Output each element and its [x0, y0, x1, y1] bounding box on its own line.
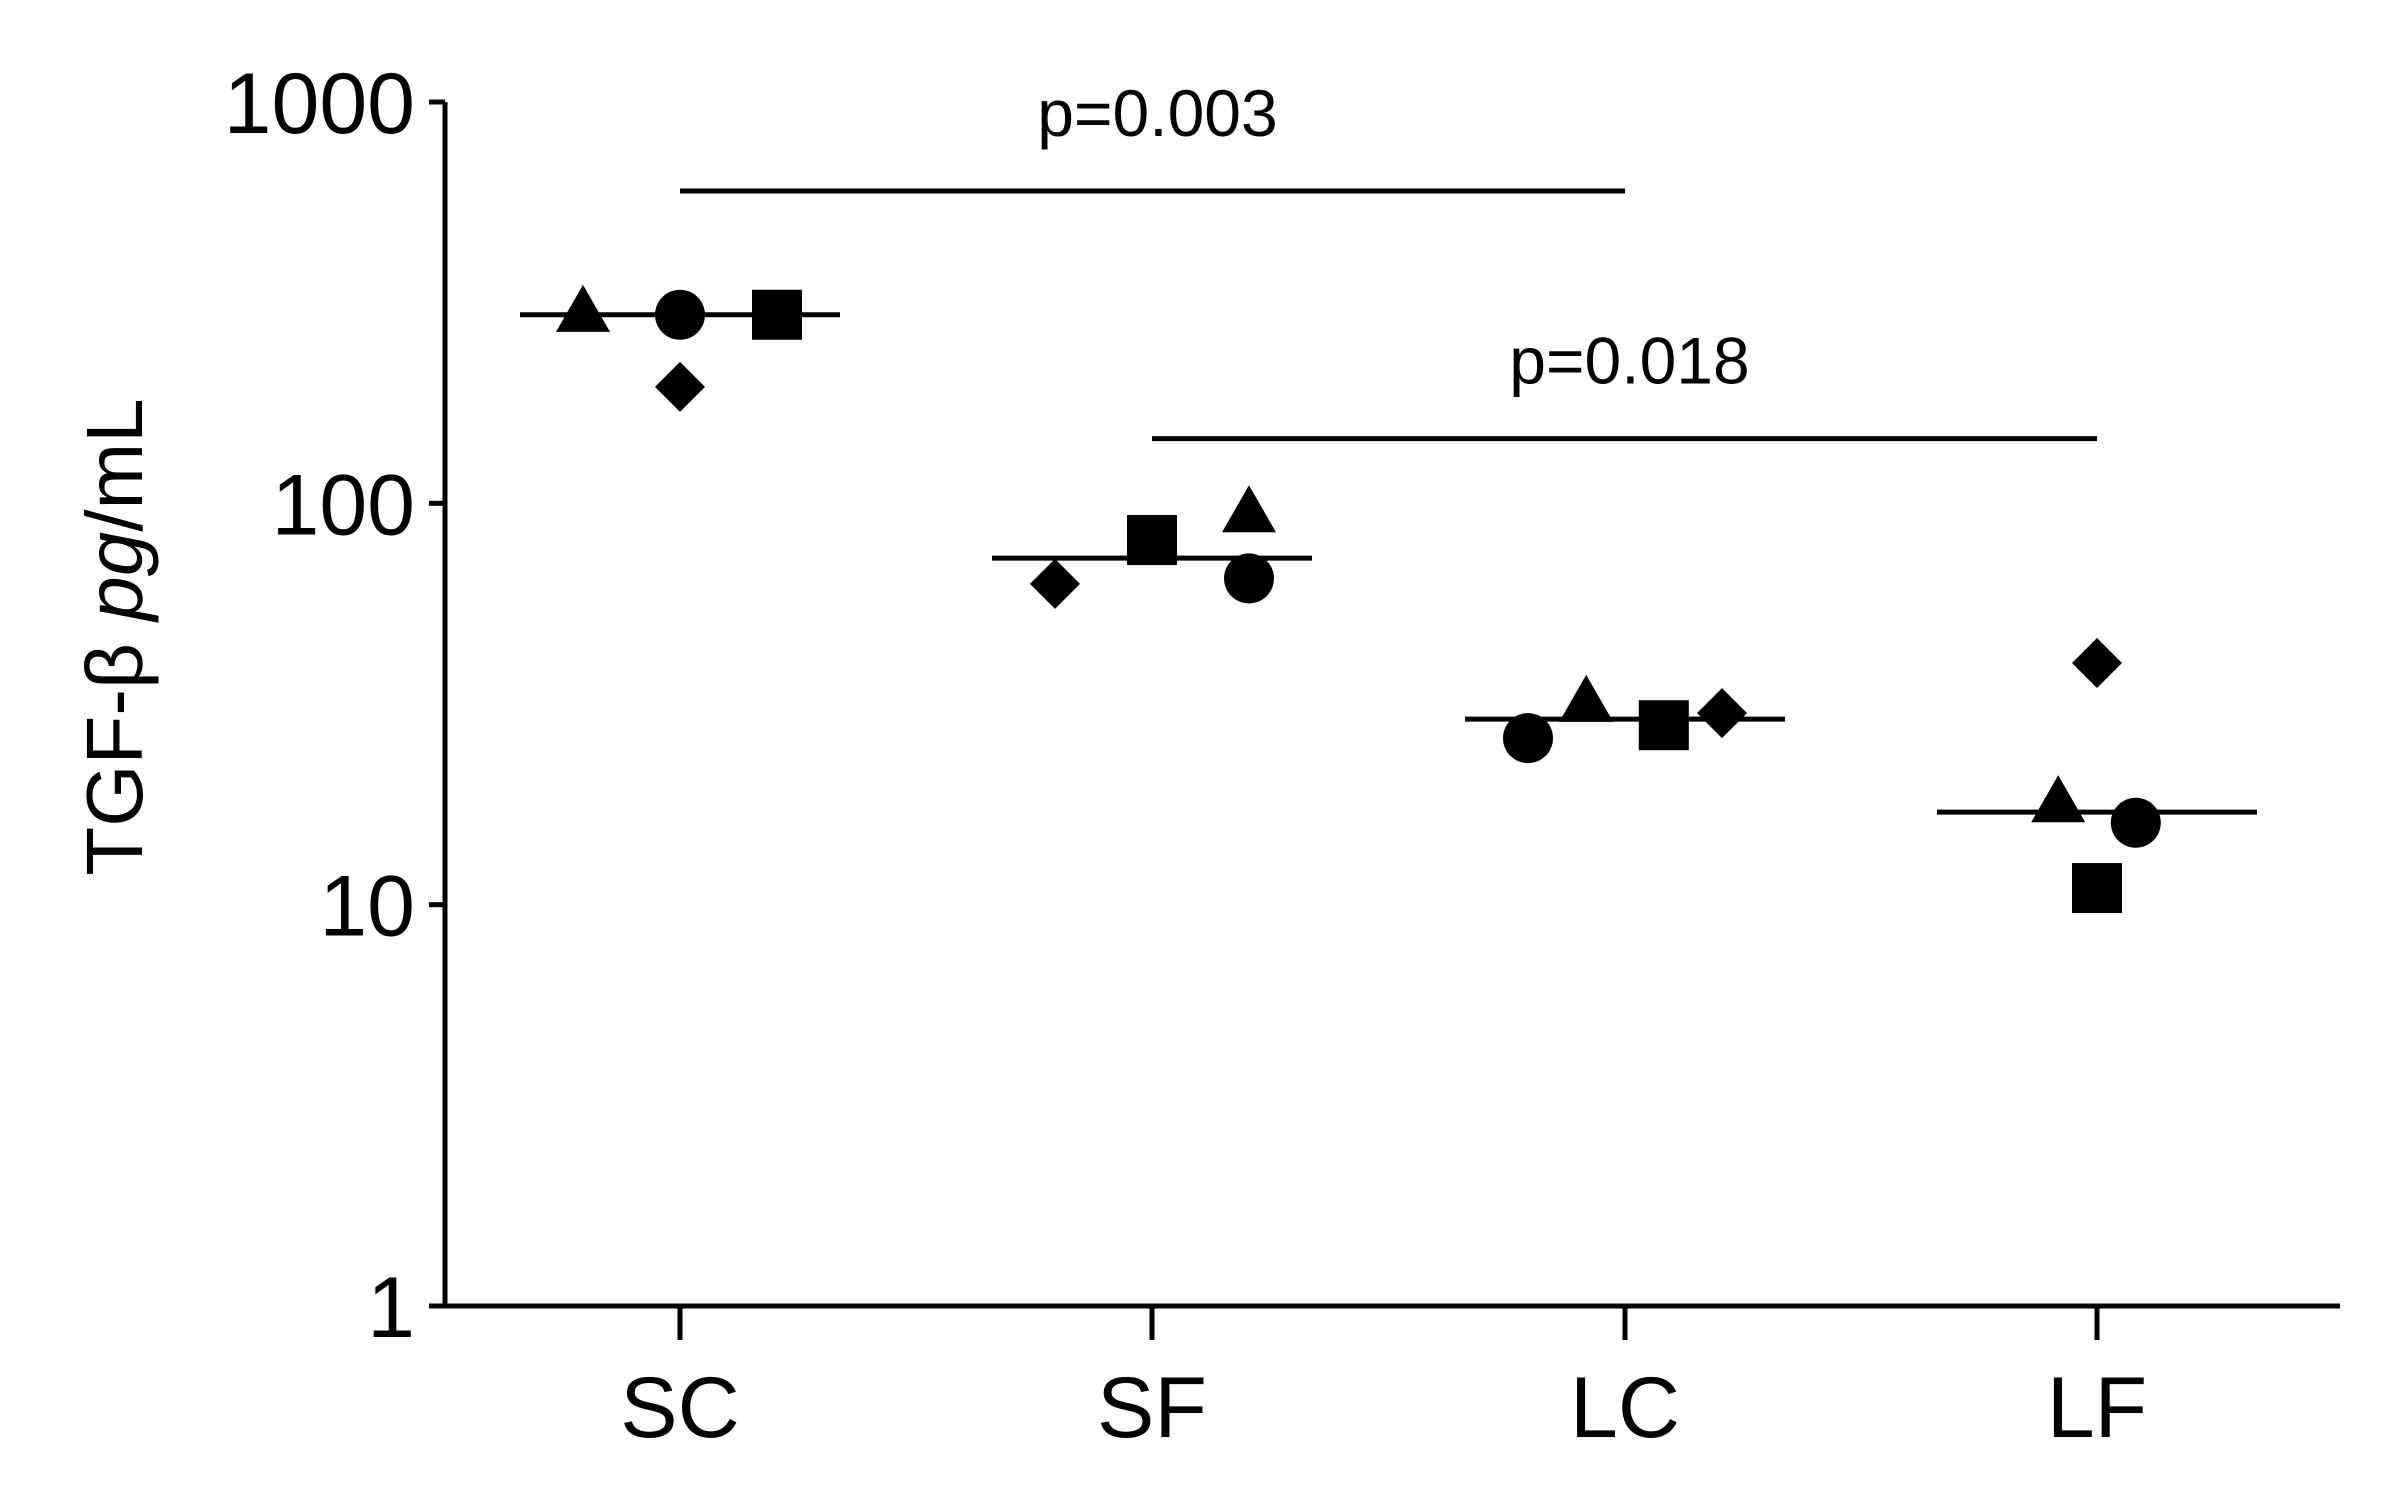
axes-group — [440, 102, 2340, 1309]
y-tick-label: 100 — [272, 457, 416, 553]
data-point-square-lf — [2072, 863, 2122, 914]
y-tick-label: 10 — [319, 859, 415, 955]
data-point-triangle-lf — [2031, 775, 2086, 823]
y-tick-label: 1000 — [224, 56, 415, 152]
y-axis-title: TGF-β pg/mL — [70, 398, 159, 875]
data-point-circle-lc — [1503, 713, 1553, 764]
data-point-diamond-lf — [2072, 638, 2122, 689]
median-lines-group — [520, 312, 2257, 815]
x-category-label: LC — [1570, 1360, 1680, 1456]
y-tick-label: 1 — [367, 1260, 415, 1356]
data-point-circle-sc — [655, 289, 705, 340]
y-axis-title-suffix: /mL — [70, 398, 159, 531]
data-point-circle-sf — [1224, 553, 1274, 604]
x-ticks-group: SC SF LC LF — [620, 1306, 2147, 1456]
data-point-triangle-lc — [1559, 674, 1614, 722]
data-point-diamond-sf — [1030, 558, 1080, 609]
data-point-square-lc — [1638, 700, 1689, 751]
data-points-group — [556, 284, 2161, 914]
y-ticks-group: 1 10 100 1000 — [224, 56, 445, 1356]
data-point-triangle-sc — [556, 284, 610, 332]
p-value-label: p=0.003 — [1037, 76, 1277, 150]
p-value-label: p=0.018 — [1509, 324, 1749, 398]
data-point-square-sf — [1127, 515, 1177, 566]
data-point-diamond-sc — [655, 361, 705, 412]
data-point-diamond-lc — [1697, 688, 1747, 739]
data-point-square-sc — [752, 289, 802, 340]
data-point-triangle-sf — [1222, 485, 1276, 533]
x-category-label: SC — [620, 1360, 739, 1456]
y-axis-title-prefix: TGF-β — [70, 621, 159, 876]
significance-annotations-group: p=0.003 p=0.018 — [680, 76, 2097, 442]
x-category-label: SF — [1097, 1360, 1207, 1456]
data-point-circle-lf — [2110, 797, 2161, 848]
y-axis-title-italic: pg — [70, 532, 159, 623]
x-category-label: LF — [2047, 1360, 2147, 1456]
